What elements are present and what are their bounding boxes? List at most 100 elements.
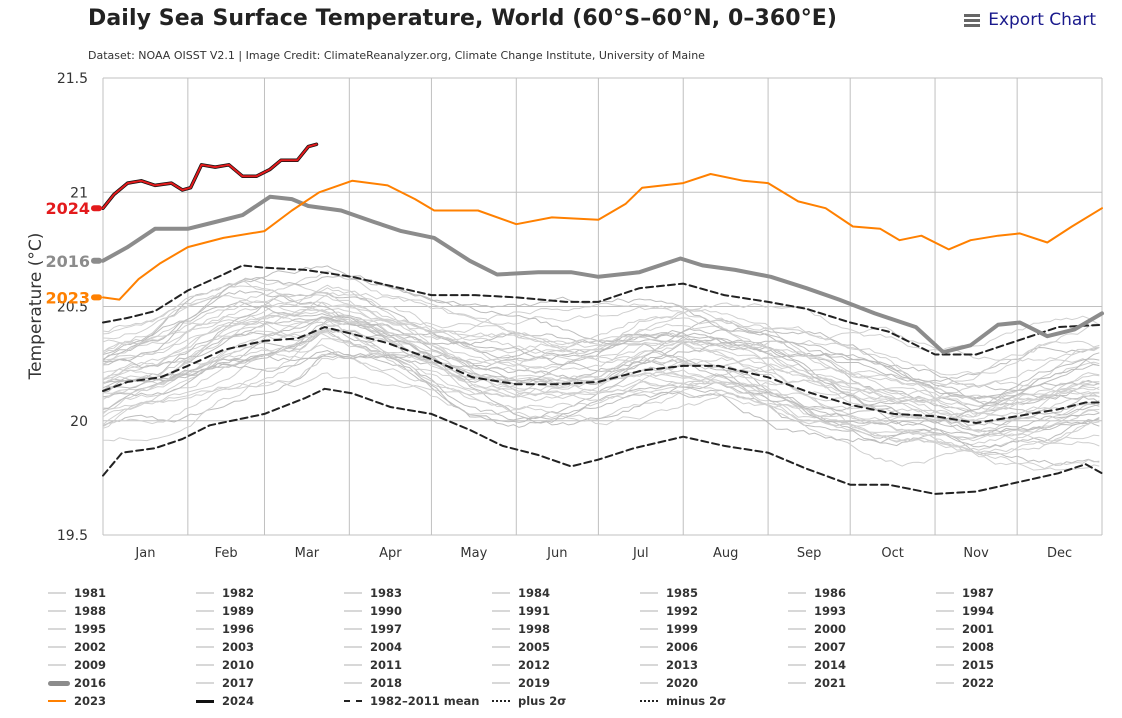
legend-swatch bbox=[48, 680, 70, 686]
legend-item-1987[interactable]: 1987 bbox=[936, 584, 1084, 602]
legend-label: 1981 bbox=[74, 586, 107, 600]
series-line-2016 bbox=[101, 194, 1104, 355]
highlighted-series bbox=[101, 142, 1104, 495]
legend-item-plus-2-[interactable]: plus 2σ bbox=[492, 692, 640, 710]
export-chart-button[interactable]: Export Chart bbox=[964, 10, 1096, 30]
legend-label: 2012 bbox=[518, 658, 551, 672]
year-line-2020 bbox=[102, 298, 1100, 367]
legend-item-1992[interactable]: 1992 bbox=[640, 602, 788, 620]
legend-item-2010[interactable]: 2010 bbox=[196, 656, 344, 674]
year-line-2011 bbox=[102, 301, 1100, 382]
legend-item-1982-2011-mean[interactable]: 1982–2011 mean bbox=[344, 692, 492, 710]
legend-item-1991[interactable]: 1991 bbox=[492, 602, 640, 620]
legend-label: 2019 bbox=[518, 676, 551, 690]
legend-item-2023[interactable]: 2023 bbox=[48, 692, 196, 710]
legend-item-1982[interactable]: 1982 bbox=[196, 584, 344, 602]
legend-item-2001[interactable]: 2001 bbox=[936, 620, 1084, 638]
legend-swatch bbox=[492, 700, 510, 702]
legend-item-2024[interactable]: 2024 bbox=[196, 692, 344, 710]
legend-item-2019[interactable]: 2019 bbox=[492, 674, 640, 692]
legend-item-2011[interactable]: 2011 bbox=[344, 656, 492, 674]
legend-item-2012[interactable]: 2012 bbox=[492, 656, 640, 674]
year-line-1997 bbox=[102, 320, 1100, 442]
legend-swatch bbox=[344, 700, 362, 702]
legend-item-2007[interactable]: 2007 bbox=[788, 638, 936, 656]
legend-item-2021[interactable]: 2021 bbox=[788, 674, 936, 692]
legend-item-1996[interactable]: 1996 bbox=[196, 620, 344, 638]
year-line-1993 bbox=[102, 316, 1100, 433]
legend-label: 2011 bbox=[370, 658, 403, 672]
legend-item-2002[interactable]: 2002 bbox=[48, 638, 196, 656]
legend-swatch bbox=[936, 610, 954, 612]
year-line-2010 bbox=[102, 287, 1100, 404]
legend-label: 1984 bbox=[518, 586, 551, 600]
legend-item-2017[interactable]: 2017 bbox=[196, 674, 344, 692]
legend-label: 1998 bbox=[518, 622, 551, 636]
legend-swatch bbox=[788, 592, 806, 594]
legend-label: 2014 bbox=[814, 658, 847, 672]
legend-item-2005[interactable]: 2005 bbox=[492, 638, 640, 656]
legend-label: 2022 bbox=[962, 676, 995, 690]
legend-label: 2003 bbox=[222, 640, 255, 654]
legend-item-2006[interactable]: 2006 bbox=[640, 638, 788, 656]
legend-label: 1982 bbox=[222, 586, 255, 600]
legend-item-2018[interactable]: 2018 bbox=[344, 674, 492, 692]
legend-item-2013[interactable]: 2013 bbox=[640, 656, 788, 674]
legend-label: 2005 bbox=[518, 640, 551, 654]
legend-item-1986[interactable]: 1986 bbox=[788, 584, 936, 602]
legend-item-1997[interactable]: 1997 bbox=[344, 620, 492, 638]
legend-label: 1993 bbox=[814, 604, 847, 618]
legend-item-1988[interactable]: 1988 bbox=[48, 602, 196, 620]
legend-item-2014[interactable]: 2014 bbox=[788, 656, 936, 674]
legend-item-1998[interactable]: 1998 bbox=[492, 620, 640, 638]
legend-label: 2010 bbox=[222, 658, 255, 672]
end-labels: 2024 2016 2023 bbox=[45, 199, 102, 307]
legend-label: 2009 bbox=[74, 658, 107, 672]
year-line-2000 bbox=[102, 314, 1100, 407]
legend-item-1989[interactable]: 1989 bbox=[196, 602, 344, 620]
end-label-marker bbox=[91, 294, 102, 301]
legend-item-2020[interactable]: 2020 bbox=[640, 674, 788, 692]
x-tick-label: Oct bbox=[881, 546, 903, 561]
legend-item-1995[interactable]: 1995 bbox=[48, 620, 196, 638]
legend-row: 2002 2003 2004 2005 2006 2007 2008 bbox=[48, 638, 1118, 656]
legend-row: 1988 1989 1990 1991 1992 1993 1994 bbox=[48, 602, 1118, 620]
legend-label: 1999 bbox=[666, 622, 699, 636]
legend-swatch bbox=[788, 682, 806, 684]
series-line-plus-2- bbox=[102, 264, 1103, 356]
legend-item-2008[interactable]: 2008 bbox=[936, 638, 1084, 656]
legend-label: 2002 bbox=[74, 640, 107, 654]
legend-item-2022[interactable]: 2022 bbox=[936, 674, 1084, 692]
legend-item-minus-2-[interactable]: minus 2σ bbox=[640, 692, 788, 710]
legend-item-1985[interactable]: 1985 bbox=[640, 584, 788, 602]
legend-swatch bbox=[788, 610, 806, 612]
legend-swatch bbox=[788, 664, 806, 666]
legend-label: 2007 bbox=[814, 640, 847, 654]
year-line-1984 bbox=[102, 329, 1100, 447]
legend-item-1984[interactable]: 1984 bbox=[492, 584, 640, 602]
legend-item-2004[interactable]: 2004 bbox=[344, 638, 492, 656]
legend-label: 2001 bbox=[962, 622, 995, 636]
legend-item-2009[interactable]: 2009 bbox=[48, 656, 196, 674]
legend-item-1981[interactable]: 1981 bbox=[48, 584, 196, 602]
legend-item-1983[interactable]: 1983 bbox=[344, 584, 492, 602]
legend-swatch bbox=[48, 646, 66, 648]
x-tick-label: Dec bbox=[1047, 546, 1072, 561]
hamburger-menu-icon bbox=[964, 14, 981, 27]
legend-item-2000[interactable]: 2000 bbox=[788, 620, 936, 638]
legend-item-1999[interactable]: 1999 bbox=[640, 620, 788, 638]
legend-item-1993[interactable]: 1993 bbox=[788, 602, 936, 620]
x-tick-label: Jul bbox=[632, 546, 649, 561]
legend-item-1994[interactable]: 1994 bbox=[936, 602, 1084, 620]
legend-swatch bbox=[492, 664, 510, 666]
legend-label: 2021 bbox=[814, 676, 847, 690]
y-tick-label: 20 bbox=[70, 414, 88, 430]
legend-item-2015[interactable]: 2015 bbox=[936, 656, 1084, 674]
legend: 1981 1982 1983 1984 1985 1986 1987 1988 1989 1990… bbox=[48, 584, 1118, 710]
legend-swatch bbox=[640, 682, 658, 684]
legend-item-1990[interactable]: 1990 bbox=[344, 602, 492, 620]
legend-label: 2024 bbox=[222, 694, 255, 708]
legend-item-2003[interactable]: 2003 bbox=[196, 638, 344, 656]
year-line-1987 bbox=[102, 328, 1100, 448]
legend-item-2016[interactable]: 2016 bbox=[48, 674, 196, 692]
